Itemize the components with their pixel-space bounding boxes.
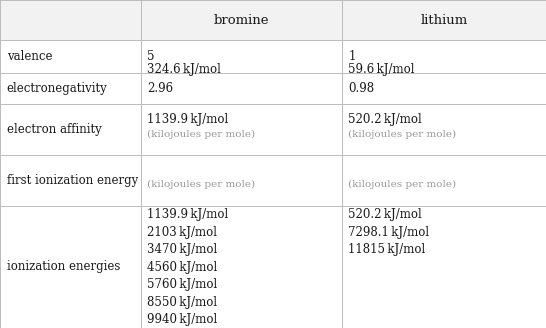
Text: 0.98: 0.98	[348, 82, 375, 95]
Text: 59.6 kJ/mol: 59.6 kJ/mol	[348, 63, 415, 75]
Text: electron affinity: electron affinity	[7, 123, 102, 136]
Text: (kilojoules per mole): (kilojoules per mole)	[348, 130, 456, 139]
Text: 5: 5	[147, 50, 155, 63]
Text: (kilojoules per mole): (kilojoules per mole)	[147, 180, 256, 190]
Text: 520.2 kJ/mol: 520.2 kJ/mol	[348, 113, 422, 126]
Text: 2.96: 2.96	[147, 82, 174, 95]
Text: 1139.9 kJ/mol: 1139.9 kJ/mol	[147, 113, 229, 126]
Text: first ionization energy: first ionization energy	[7, 174, 138, 187]
Text: 324.6 kJ/mol: 324.6 kJ/mol	[147, 63, 221, 75]
Text: 1139.9 kJ/mol
2103 kJ/mol
3470 kJ/mol
4560 kJ/mol
5760 kJ/mol
8550 kJ/mol
9940 k: 1139.9 kJ/mol 2103 kJ/mol 3470 kJ/mol 45…	[147, 208, 229, 328]
Bar	[0, 0, 546, 40]
Text: 1: 1	[348, 50, 356, 63]
Text: ionization energies: ionization energies	[7, 260, 120, 273]
Text: (kilojoules per mole): (kilojoules per mole)	[348, 180, 456, 190]
Text: 520.2 kJ/mol
7298.1 kJ/mol
11815 kJ/mol: 520.2 kJ/mol 7298.1 kJ/mol 11815 kJ/mol	[348, 208, 430, 256]
Text: bromine: bromine	[213, 13, 269, 27]
Text: valence: valence	[7, 50, 52, 63]
Text: lithium: lithium	[420, 13, 467, 27]
Text: (kilojoules per mole): (kilojoules per mole)	[147, 130, 256, 139]
Text: electronegativity: electronegativity	[7, 82, 108, 95]
